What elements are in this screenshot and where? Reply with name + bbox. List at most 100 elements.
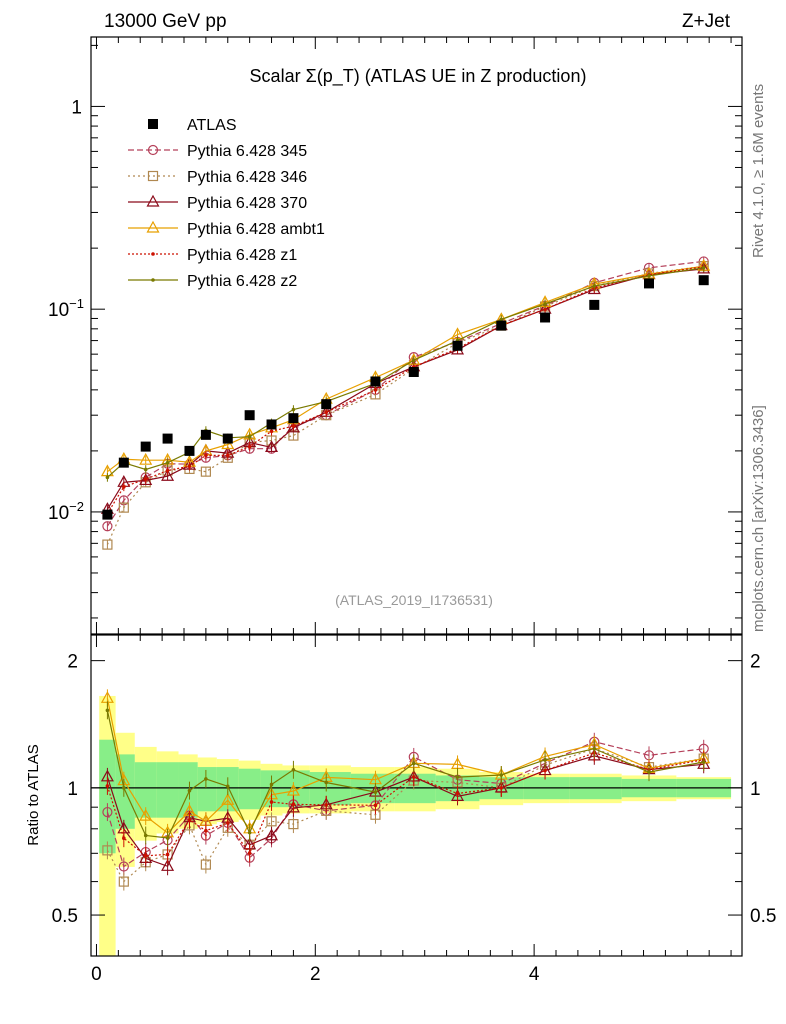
series-point <box>543 307 547 311</box>
ratio-point <box>118 876 129 887</box>
series-point <box>291 424 296 428</box>
ratio-point <box>105 708 110 713</box>
data-point <box>288 413 299 424</box>
series-point <box>247 434 252 439</box>
ratio-point <box>225 784 230 789</box>
ratio-point <box>102 806 113 818</box>
legend-label-3: Pythia 6.428 ambt1 <box>187 221 325 238</box>
y-tick-label: 10−1 <box>48 296 84 321</box>
series-point <box>105 475 110 480</box>
ratio-point <box>288 819 299 830</box>
ratio-point <box>701 760 706 764</box>
ratio-point <box>592 746 597 751</box>
series-point <box>165 468 170 473</box>
ratio-point <box>165 852 170 857</box>
ratio-point <box>118 861 129 872</box>
series-line-3 <box>107 265 704 473</box>
data-point <box>184 445 195 456</box>
chart-title: Scalar Σ(p_T) (ATLAS UE in Z production) <box>250 66 587 87</box>
data-point <box>321 399 332 410</box>
legend-label-4: Pythia 6.428 z1 <box>187 247 297 264</box>
ratio-point <box>204 828 208 833</box>
ratio-point <box>324 780 329 785</box>
ratio-point <box>373 790 378 794</box>
ratio-point <box>122 786 126 790</box>
ratio-point <box>266 816 277 827</box>
legend-marker-0 <box>147 144 159 156</box>
ratio-point <box>247 851 252 856</box>
y-tick-label: 1 <box>71 97 82 118</box>
tick-labels: 0 2 4 10−2 10−1 1 0.5 0.5 1 1 2 2 <box>48 97 776 985</box>
data-point <box>200 429 211 440</box>
header-left: 13000 GeV pp <box>104 11 227 32</box>
legend: ATLAS Pythia 6.428 345 Pythia 6.428 346 Pyt… <box>128 117 325 290</box>
legend-marker-4 <box>151 252 155 256</box>
legend-marker-3 <box>146 220 160 233</box>
main-plot-frame <box>90 36 743 635</box>
series-point <box>139 473 153 486</box>
ratio-y-tick-label-left: 2 <box>67 652 78 673</box>
series-point <box>543 302 547 306</box>
series-point <box>165 460 170 465</box>
series-point <box>265 440 279 453</box>
data-point <box>118 457 129 468</box>
series-point <box>324 410 329 415</box>
series-point <box>200 466 211 477</box>
series-line-1 <box>106 265 704 545</box>
ratio-band-green <box>134 762 157 818</box>
ratio-point <box>373 803 378 808</box>
ratio-point <box>291 802 296 807</box>
series-point <box>161 468 175 481</box>
ratio-point <box>411 775 416 779</box>
ratio-point <box>105 784 110 788</box>
series-point <box>291 407 296 412</box>
ratio-point <box>143 854 148 858</box>
x-tick-label: 4 <box>529 964 540 985</box>
ratio-y-tick-label-right: 1 <box>750 779 761 800</box>
ratio-point <box>143 833 148 838</box>
data-point <box>102 509 113 520</box>
series-point <box>102 539 113 550</box>
legend-marker-atlas <box>148 119 158 129</box>
series-point <box>647 274 651 278</box>
series-point <box>701 265 706 270</box>
legend-marker-5 <box>151 278 155 282</box>
ratio-band-green <box>238 768 261 810</box>
ratio-point <box>455 791 460 796</box>
data-point <box>540 312 551 323</box>
series-point <box>122 485 126 489</box>
ratio-point <box>204 777 208 781</box>
ratio-band-green <box>156 762 179 818</box>
data-point <box>266 419 277 430</box>
ratio-point <box>161 859 175 871</box>
ratio-point <box>647 770 651 774</box>
ratio-y-tick-label-left: 1 <box>67 779 78 800</box>
series-point <box>143 477 148 482</box>
ratio-point <box>543 768 547 773</box>
ratio-point <box>499 786 504 790</box>
ratio-point <box>543 758 547 762</box>
series-point <box>499 317 504 322</box>
ratio-plot-frame <box>90 634 743 957</box>
data-point <box>698 275 709 286</box>
ratio-point <box>102 845 113 856</box>
ratio-point <box>411 761 416 766</box>
ratio-point <box>269 782 274 787</box>
ratio-point <box>499 773 504 777</box>
side-label-mcplots: mcplots.cern.ch [arXiv:1306.3436] <box>750 405 767 632</box>
series-point <box>143 467 148 472</box>
series-line-5 <box>106 267 704 478</box>
series-point <box>118 502 129 513</box>
ratio-point <box>324 803 329 807</box>
legend-marker-2 <box>146 194 160 207</box>
analysis-watermark: (ATLAS_2019_I1736531) <box>335 592 493 608</box>
ratio-point <box>291 767 296 772</box>
ratio-point <box>221 792 235 805</box>
series-point <box>102 521 113 532</box>
legend-label-5: Pythia 6.428 z2 <box>187 273 297 290</box>
ratio-band-green <box>197 767 217 812</box>
ratio-point <box>265 828 279 841</box>
x-tick-label: 0 <box>91 964 102 985</box>
ratio-point <box>247 830 252 835</box>
series-point <box>187 464 192 469</box>
